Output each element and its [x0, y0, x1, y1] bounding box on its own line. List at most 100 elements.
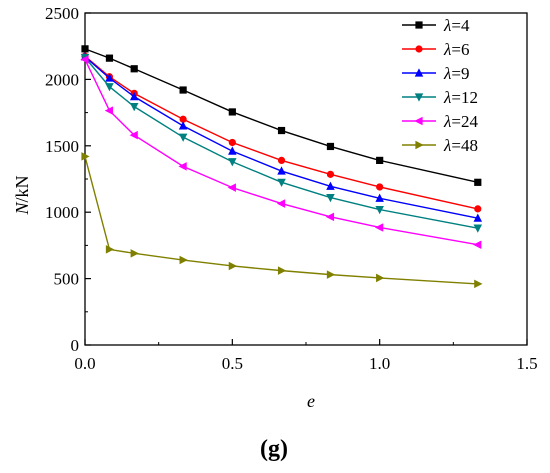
- legend-marker: [415, 140, 424, 150]
- legend-item: λ=6: [402, 40, 469, 59]
- legend-marker: [415, 45, 423, 53]
- data-point: [473, 224, 483, 233]
- data-point: [473, 213, 483, 222]
- legend-label-value: =24: [451, 112, 478, 131]
- data-point: [474, 279, 483, 289]
- data-point: [104, 106, 114, 115]
- legend-label-symbol: λ: [443, 40, 451, 59]
- x-axis-title: e: [307, 391, 315, 411]
- data-point: [326, 270, 336, 279]
- data-point: [178, 162, 187, 171]
- legend-item: λ=4: [402, 16, 470, 35]
- x-tick-label: 1.0: [369, 354, 390, 373]
- legend-label-symbol: λ: [443, 88, 451, 107]
- data-point: [130, 249, 139, 258]
- legend-label-symbol: λ: [443, 16, 451, 35]
- data-point: [130, 65, 138, 73]
- series-layer: [80, 45, 483, 289]
- data-point: [129, 91, 139, 101]
- legend-label-symbol: λ: [443, 112, 451, 131]
- legend: λ=4λ=6λ=9λ=12λ=24λ=48: [402, 16, 478, 155]
- data-point: [376, 183, 384, 191]
- data-point: [105, 245, 115, 254]
- legend-marker: [414, 68, 424, 77]
- legend-label-symbol: λ: [443, 64, 451, 83]
- data-point: [105, 54, 114, 62]
- data-point: [326, 181, 335, 190]
- data-point: [277, 126, 286, 135]
- data-point: [179, 86, 187, 94]
- legend-item: λ=48: [402, 136, 478, 155]
- legend-marker: [414, 116, 423, 126]
- legend-item: λ=12: [402, 88, 478, 107]
- data-point: [277, 156, 286, 165]
- legend-label-value: =9: [451, 64, 469, 83]
- series-line: [84, 156, 478, 285]
- data-point: [277, 178, 286, 187]
- data-point: [474, 205, 482, 213]
- data-point: [326, 142, 335, 151]
- y-tick-label: 2500: [45, 4, 79, 23]
- data-point: [228, 138, 236, 147]
- data-point: [277, 266, 287, 275]
- y-axis-title-unit: /kN: [12, 175, 32, 202]
- legend-label: λ=4: [443, 16, 470, 35]
- data-point: [228, 146, 237, 155]
- data-point: [227, 183, 236, 192]
- data-point: [375, 193, 384, 202]
- series-1: [81, 45, 482, 186]
- y-tick-label: 2000: [45, 70, 79, 89]
- data-point: [228, 158, 237, 167]
- legend-label-value: =4: [451, 16, 470, 35]
- data-point: [105, 83, 114, 92]
- data-point: [81, 152, 90, 161]
- series-6: [81, 152, 483, 289]
- data-point: [374, 223, 384, 232]
- y-axis-title: N/kN: [12, 175, 32, 215]
- data-point: [179, 255, 188, 265]
- data-point: [228, 108, 236, 116]
- legend-marker: [414, 93, 424, 102]
- y-tick-label: 500: [54, 270, 80, 289]
- data-point: [376, 156, 384, 165]
- legend-label: λ=6: [443, 40, 469, 59]
- data-point: [276, 199, 286, 208]
- series-line: [84, 56, 478, 219]
- legend-label-value: =12: [451, 88, 478, 107]
- figure-caption: (g): [260, 436, 288, 462]
- legend-label-value: =6: [451, 40, 469, 59]
- series-3: [80, 52, 483, 222]
- data-point: [81, 45, 89, 53]
- data-point: [178, 133, 188, 142]
- data-point: [228, 261, 238, 271]
- data-point: [474, 178, 482, 186]
- y-axis-title-symbol: N: [12, 202, 32, 216]
- y-axis-ticks: 0 500 1000 1500 2000 2500: [45, 4, 91, 355]
- x-axis-ticks: 0.0 0.5 1.0 1.5: [74, 339, 538, 373]
- data-point: [473, 240, 482, 249]
- legend-label: λ=24: [443, 112, 478, 131]
- data-point: [326, 193, 335, 203]
- y-tick-label: 0: [71, 336, 80, 355]
- y-tick-label: 1500: [45, 137, 79, 156]
- legend-item: λ=24: [402, 112, 478, 131]
- data-point: [178, 121, 188, 130]
- series-5: [80, 55, 482, 249]
- data-point: [105, 73, 114, 82]
- legend-label: λ=48: [443, 136, 478, 155]
- data-point: [325, 212, 335, 222]
- x-tick-label: 0.0: [74, 354, 95, 373]
- legend-label-value: =48: [451, 136, 478, 155]
- legend-label: λ=9: [443, 64, 469, 83]
- data-point: [376, 273, 385, 283]
- data-point: [375, 205, 384, 215]
- data-point: [277, 166, 286, 175]
- y-tick-label: 1000: [45, 203, 79, 222]
- legend-label-symbol: λ: [443, 136, 451, 155]
- legend-item: λ=9: [402, 64, 469, 83]
- data-point: [129, 103, 139, 112]
- data-point: [80, 55, 89, 64]
- x-tick-label: 0.5: [222, 354, 243, 373]
- legend-marker: [415, 21, 423, 29]
